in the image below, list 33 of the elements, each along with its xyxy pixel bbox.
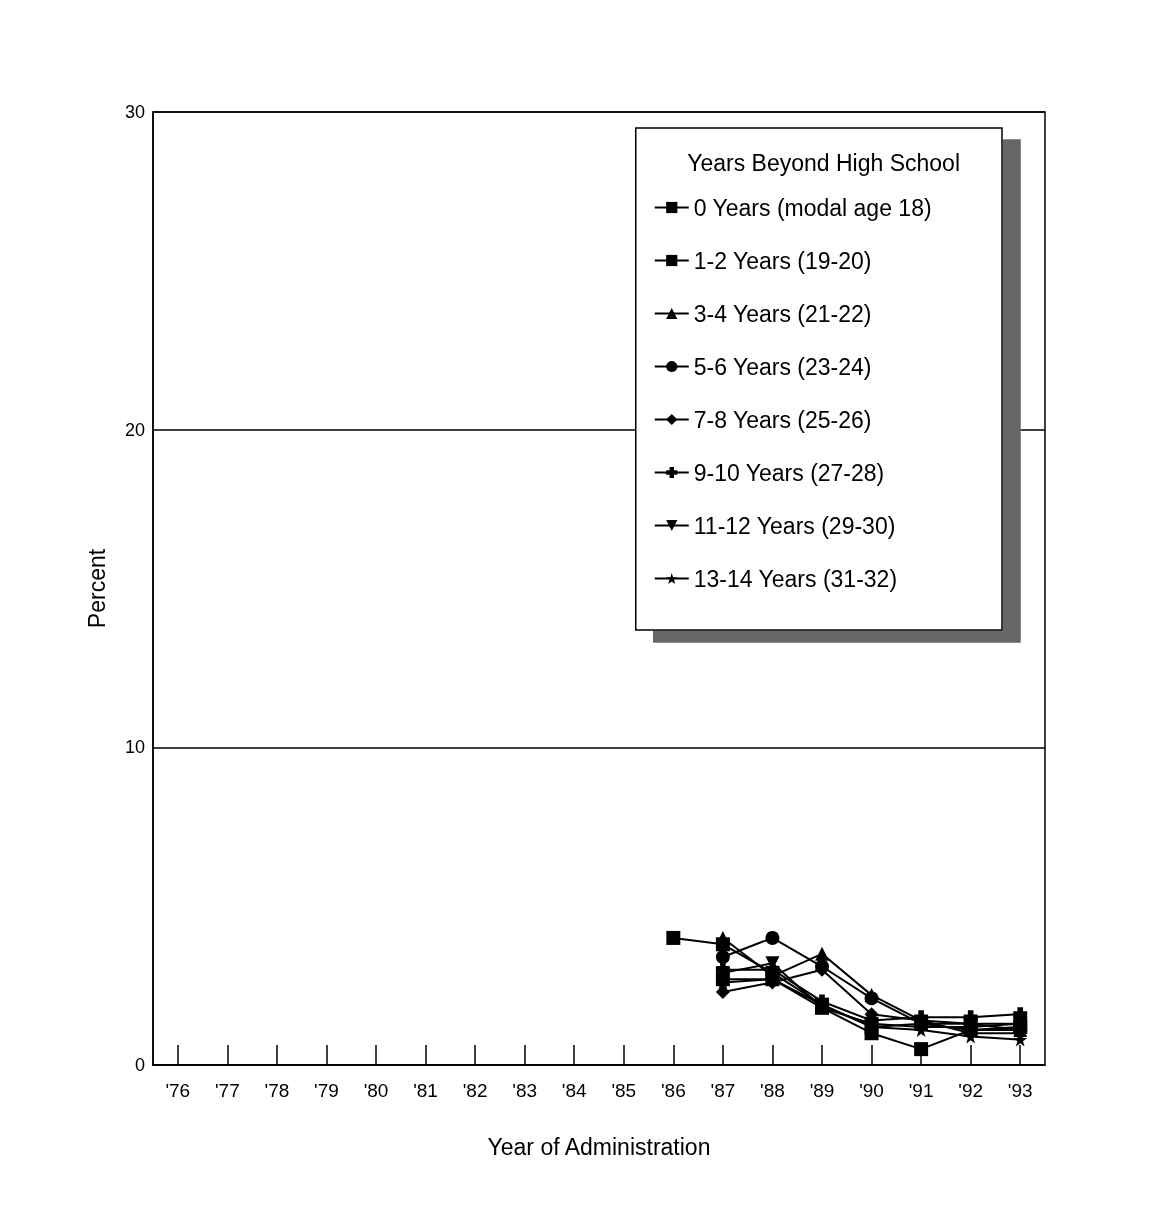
x-tick-label: '90 [859,1080,884,1101]
y-tick-label: 10 [124,737,145,758]
x-tick-label: '87 [710,1080,736,1101]
legend-label: 5-6 Years (23-24) [693,353,872,380]
x-tick-label: '81 [413,1080,438,1101]
x-tick-label: '93 [1007,1080,1033,1101]
legend-label: 7-8 Years (25-26) [693,406,872,433]
legend-title: Years Beyond High School [687,149,960,176]
y-tick-label: 30 [124,102,145,122]
x-tick-label: '83 [512,1080,538,1101]
x-tick-label: '85 [611,1080,637,1101]
y-axis-title: Percent [83,548,110,629]
x-tick-label: '79 [314,1080,339,1101]
x-tick-label: '78 [264,1080,290,1101]
x-tick-label: '82 [462,1080,488,1101]
y-tick-label: 20 [124,419,145,440]
x-tick-label: '91 [908,1080,934,1101]
x-tick-label: '86 [660,1080,686,1101]
x-tick-label: '89 [809,1080,835,1101]
x-tick-label: '76 [165,1080,191,1101]
x-axis-title: Year of Administration [487,1133,711,1160]
legend-label: 0 Years (modal age 18) [693,194,932,221]
x-tick-label: '77 [214,1080,240,1101]
legend-label: 13-14 Years (31-32) [693,565,898,592]
y-tick-label: 0 [134,1055,145,1075]
x-tick-label: '92 [958,1080,984,1101]
x-tick-label: '88 [760,1080,785,1101]
legend-label: 9-10 Years (27-28) [693,459,885,486]
x-tick-label: '80 [363,1080,389,1101]
legend-label: 11-12 Years (29-30) [693,512,896,539]
legend-label: 3-4 Years (21-22) [693,300,872,327]
x-tick-label: '84 [561,1080,588,1101]
legend-label: 1-2 Years (19-20) [693,247,872,274]
